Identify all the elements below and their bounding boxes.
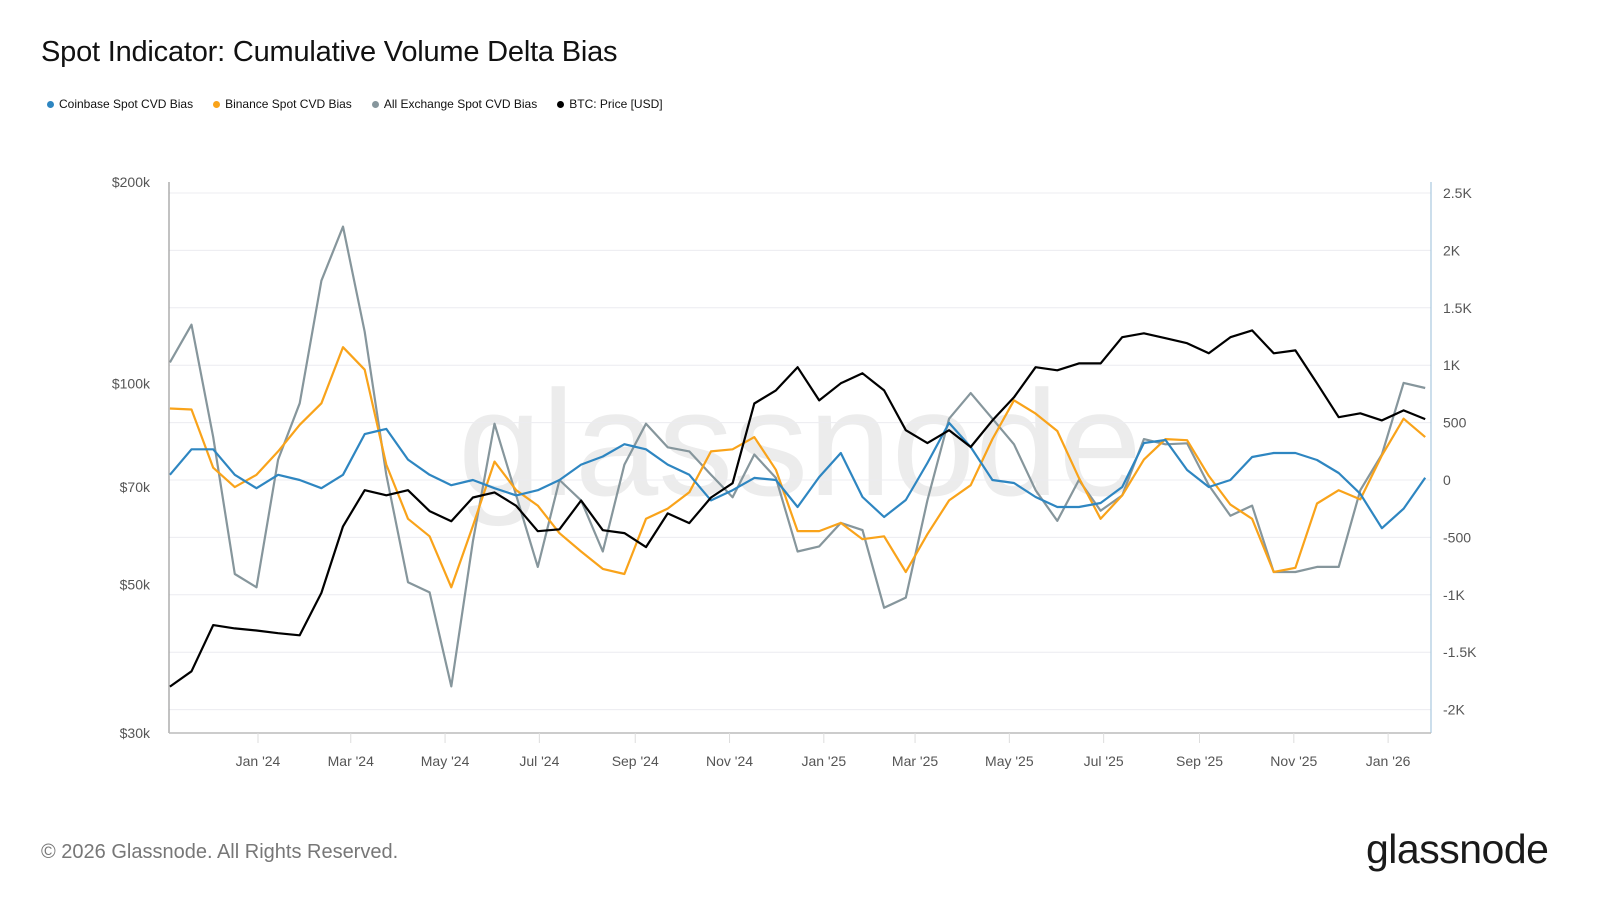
axes: 2.5K 2K 1.5K 1K 500 0 -500 -1K -1.5K -2K $200k $100…: [112, 174, 1477, 769]
left-axis-tick-label: $70k: [120, 479, 151, 495]
x-axis-tick-label: Jul '25: [1084, 753, 1124, 769]
right-axis-tick-label: 2K: [1443, 242, 1461, 258]
left-axis-tick-label: $100k: [112, 375, 151, 391]
right-axis-tick-label: 2.5K: [1443, 185, 1472, 201]
x-axis-tick-label: Mar '25: [892, 753, 938, 769]
right-axis-tick-label: 500: [1443, 415, 1467, 431]
x-axis-tick-label: Jan '25: [801, 753, 846, 769]
legend-dot-icon: [371, 100, 379, 108]
legend-dot-icon: [213, 100, 221, 108]
legend: Coinbase Spot CVD Bias Binance Spot CVD …: [47, 97, 663, 111]
x-axis-tick-label: May '25: [985, 753, 1034, 769]
right-axis-tick-label: -2K: [1443, 702, 1465, 718]
x-axis-tick-label: Jan '24: [236, 753, 281, 769]
left-axis-tick-label: $200k: [112, 174, 151, 190]
right-axis-tick-label: -1.5K: [1443, 644, 1477, 660]
right-axis-tick-label: -1K: [1443, 587, 1465, 603]
legend-item-all-exchange[interactable]: All Exchange Spot CVD Bias: [371, 97, 538, 111]
x-axis-tick-label: Sep '24: [612, 753, 659, 769]
x-axis-tick-label: May '24: [421, 753, 470, 769]
legend-label: Coinbase Spot CVD Bias: [59, 97, 194, 111]
x-axis-tick-label: Nov '24: [706, 753, 753, 769]
copyright-footer: © 2026 Glassnode. All Rights Reserved.: [41, 841, 399, 863]
x-axis-tick-label: Sep '25: [1176, 753, 1223, 769]
legend-dot-icon: [557, 100, 565, 108]
series-line-btc-price-usd: [169, 329, 1426, 688]
left-axis-tick-label: $50k: [120, 577, 151, 593]
x-axis-tick-label: Jul '24: [519, 753, 559, 769]
legend-label: All Exchange Spot CVD Bias: [383, 97, 538, 111]
right-axis-tick-label: 1K: [1443, 357, 1461, 373]
watermark: glassnode: [458, 359, 1142, 527]
chart-title: Spot Indicator: Cumulative Volume Delta …: [41, 36, 618, 68]
series-line-all-exchange-spot-cvd-bias: [168, 225, 1426, 688]
x-axis-tick-label: Jan '26: [1366, 753, 1411, 769]
right-axis-tick-label: 1.5K: [1443, 300, 1472, 316]
x-axis-tick-label: Nov '25: [1270, 753, 1317, 769]
legend-label: BTC: Price [USD]: [569, 97, 663, 111]
right-axis-tick-label: 0: [1443, 472, 1451, 488]
series-line-coinbase-spot-cvd-bias: [169, 421, 1427, 530]
legend-dot-icon: [47, 100, 54, 108]
x-axis-tick-label: Mar '24: [328, 753, 374, 769]
legend-label: Binance Spot CVD Bias: [225, 97, 352, 111]
legend-item-binance[interactable]: Binance Spot CVD Bias: [213, 97, 352, 111]
logo-text: glassnode: [1366, 826, 1549, 872]
left-axis-tick-label: $30k: [120, 725, 151, 741]
series-lines: [168, 225, 1427, 688]
legend-item-coinbase[interactable]: Coinbase Spot CVD Bias: [47, 97, 193, 111]
legend-item-btc-price[interactable]: BTC: Price [USD]: [557, 97, 663, 111]
right-axis-tick-label: -500: [1443, 529, 1471, 545]
glassnode-logo: glassnode: [1366, 826, 1549, 873]
